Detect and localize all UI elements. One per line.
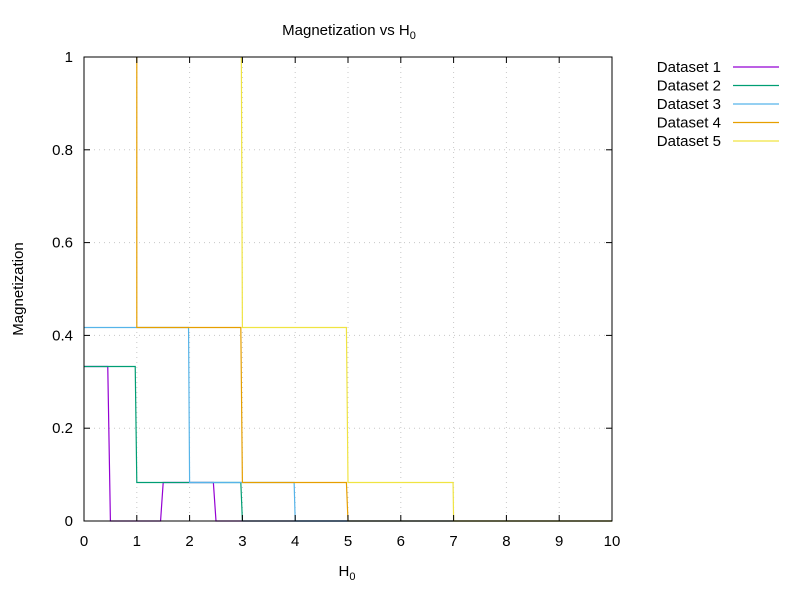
grid-lines xyxy=(84,57,612,521)
legend-label-1: Dataset 1 xyxy=(657,59,721,76)
y-axis-label: Magnetization xyxy=(10,242,27,335)
x-tick-label: 1 xyxy=(133,533,141,550)
x-tick-label: 3 xyxy=(238,533,246,550)
x-axis-label: H0 xyxy=(339,563,356,583)
x-tick-label: 2 xyxy=(185,533,193,550)
y-tick-label: 0 xyxy=(65,513,73,530)
y-tick-label: 1 xyxy=(65,49,73,66)
y-tick-label: 0.8 xyxy=(52,142,73,159)
series-line-5 xyxy=(240,56,612,522)
y-tick-label: 0.4 xyxy=(52,327,73,344)
legend-label-5: Dataset 5 xyxy=(657,133,721,150)
legend-label-2: Dataset 2 xyxy=(657,78,721,95)
x-tick-label: 4 xyxy=(291,533,299,550)
x-tick-label: 7 xyxy=(449,533,457,550)
series-line-1 xyxy=(84,365,612,522)
x-tick-label: 9 xyxy=(555,533,563,550)
x-tick-label: 10 xyxy=(604,533,621,550)
data-series xyxy=(84,56,612,522)
x-tick-labels: 0 1 2 3 4 5 6 7 8 9 10 xyxy=(80,533,621,550)
axis-ticks xyxy=(83,56,613,522)
y-tick-labels: 0 0.2 0.4 0.6 0.8 1 xyxy=(52,49,73,530)
x-tick-label: 0 xyxy=(80,533,88,550)
y-tick-label: 0.2 xyxy=(52,420,73,437)
chart-title: Magnetization vs H0 xyxy=(282,22,416,42)
y-tick-label: 0.6 xyxy=(52,235,73,252)
legend-label-3: Dataset 3 xyxy=(657,96,721,113)
x-tick-label: 8 xyxy=(502,533,510,550)
series-line-4 xyxy=(136,57,612,522)
x-tick-label: 6 xyxy=(397,533,405,550)
legend-label-4: Dataset 4 xyxy=(657,115,721,132)
x-tick-label: 5 xyxy=(344,533,352,550)
